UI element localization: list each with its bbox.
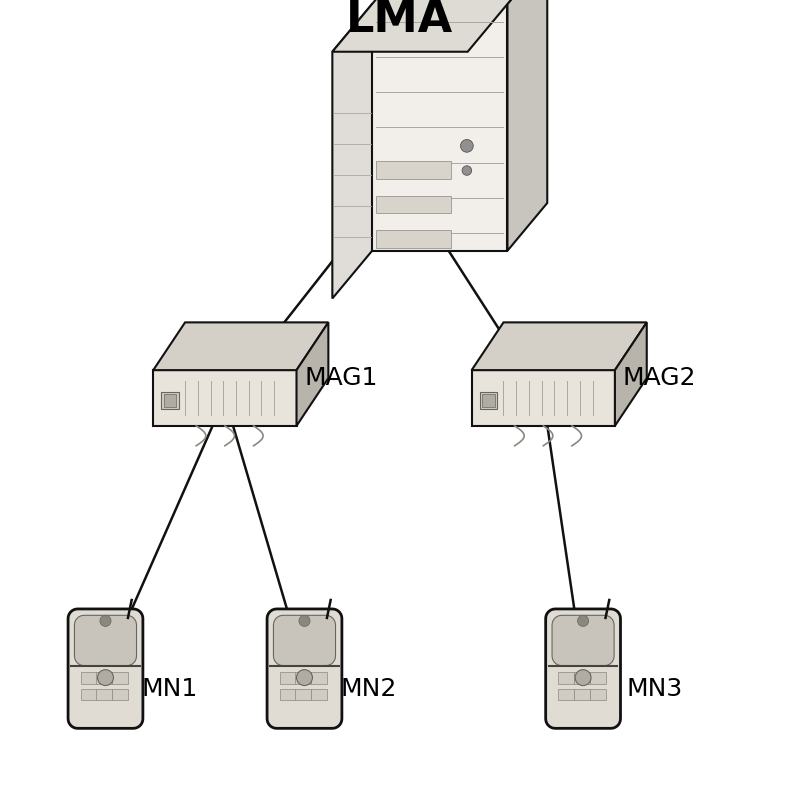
Bar [558, 689, 574, 700]
Circle shape [100, 615, 111, 626]
Bar [376, 196, 450, 213]
Bar [96, 689, 112, 700]
Bar [295, 689, 311, 700]
Polygon shape [274, 615, 335, 665]
Polygon shape [332, 4, 372, 298]
Polygon shape [154, 322, 328, 370]
Text: MAG2: MAG2 [623, 366, 696, 390]
Polygon shape [154, 370, 297, 426]
Polygon shape [472, 370, 615, 426]
Circle shape [299, 615, 310, 626]
Polygon shape [546, 609, 621, 728]
Polygon shape [332, 0, 547, 52]
Polygon shape [615, 322, 646, 426]
Text: MN2: MN2 [340, 677, 397, 700]
Bar [480, 392, 497, 409]
Bar [81, 689, 97, 700]
Circle shape [297, 669, 313, 685]
Bar [162, 392, 178, 409]
Polygon shape [74, 615, 137, 665]
Bar [590, 672, 606, 684]
Text: MN1: MN1 [142, 677, 198, 700]
Bar [574, 672, 590, 684]
Bar [376, 161, 450, 178]
Polygon shape [507, 0, 547, 251]
Bar [96, 672, 112, 684]
Bar [558, 672, 574, 684]
Bar [311, 672, 327, 684]
Polygon shape [372, 4, 507, 251]
Bar [295, 672, 311, 684]
Bar [81, 672, 97, 684]
Text: MN3: MN3 [627, 677, 683, 700]
Bar [590, 689, 606, 700]
Bar [482, 394, 494, 407]
Polygon shape [297, 322, 328, 426]
Circle shape [461, 139, 474, 152]
Bar [163, 394, 176, 407]
Text: LMA: LMA [346, 0, 454, 41]
Bar [311, 689, 327, 700]
Bar [280, 689, 296, 700]
Bar [280, 672, 296, 684]
Bar [112, 672, 128, 684]
Bar [574, 689, 590, 700]
Polygon shape [552, 615, 614, 665]
Circle shape [98, 669, 114, 685]
Circle shape [462, 166, 472, 175]
Text: MAG1: MAG1 [305, 366, 378, 390]
Circle shape [578, 615, 589, 626]
Polygon shape [472, 322, 646, 370]
Polygon shape [68, 609, 143, 728]
Bar [376, 230, 450, 248]
Bar [112, 689, 128, 700]
Circle shape [575, 669, 591, 685]
Polygon shape [267, 609, 342, 728]
